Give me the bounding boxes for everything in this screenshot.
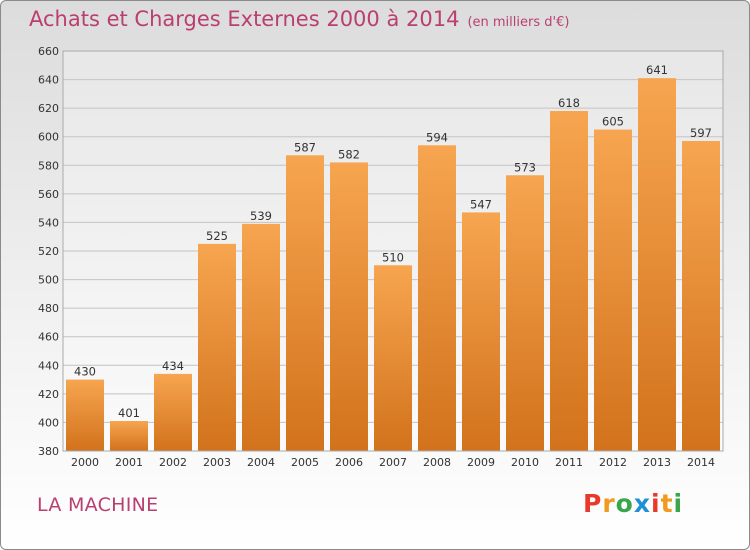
bar-2009 bbox=[462, 212, 500, 451]
y-tick-label: 660 bbox=[38, 45, 59, 58]
x-tick-label: 2003 bbox=[203, 456, 231, 469]
data-label-2011: 618 bbox=[558, 96, 580, 110]
bar-2004 bbox=[242, 223, 280, 451]
bar-2003 bbox=[198, 243, 236, 451]
bar-2010 bbox=[506, 175, 544, 452]
x-tick-label: 2007 bbox=[379, 456, 407, 469]
y-tick-label: 480 bbox=[38, 302, 59, 315]
y-axis-ticks: 380 400 420 440 460 480 500 520 540 560 580 600 620 6… bbox=[38, 45, 59, 458]
data-label-2001: 401 bbox=[118, 406, 140, 420]
bar-2005 bbox=[286, 155, 324, 452]
bar-2013 bbox=[638, 78, 676, 452]
x-tick-label: 2002 bbox=[159, 456, 187, 469]
x-tick-label: 2014 bbox=[687, 456, 715, 469]
bar-2011 bbox=[550, 111, 588, 451]
bar-2006 bbox=[330, 162, 368, 451]
x-tick-label: 2001 bbox=[115, 456, 143, 469]
y-tick-label: 580 bbox=[38, 159, 59, 172]
data-label-2010: 573 bbox=[514, 160, 536, 174]
data-label-2002: 434 bbox=[162, 359, 184, 373]
y-tick-label: 540 bbox=[38, 216, 59, 229]
x-axis-ticks: 2000 2001 2002 2003 2004 2005 2006 2007 2008 2009… bbox=[71, 456, 715, 469]
x-tick-label: 2011 bbox=[555, 456, 583, 469]
data-label-2004: 539 bbox=[250, 209, 272, 223]
y-tick-label: 620 bbox=[38, 102, 59, 115]
y-tick-label: 500 bbox=[38, 274, 59, 287]
chart-title: Achats et Charges Externes 2000 à 2014 (e… bbox=[29, 7, 569, 31]
y-tick-label: 400 bbox=[38, 416, 59, 429]
y-tick-label: 600 bbox=[38, 131, 59, 144]
y-tick-label: 640 bbox=[38, 74, 59, 87]
x-tick-label: 2010 bbox=[511, 456, 539, 469]
bar-2014 bbox=[682, 141, 720, 451]
data-label-2009: 547 bbox=[470, 197, 492, 211]
logo-letter: i bbox=[673, 489, 684, 518]
bar-2007 bbox=[374, 265, 412, 451]
logo-letter: x bbox=[633, 489, 651, 518]
chart-title-text: Achats et Charges Externes 2000 à 2014 bbox=[29, 7, 460, 31]
logo-letter: r bbox=[602, 489, 616, 518]
y-tick-label: 560 bbox=[38, 188, 59, 201]
logo-letter: t bbox=[660, 489, 674, 518]
data-label-2014: 597 bbox=[690, 126, 712, 140]
bars bbox=[66, 78, 720, 452]
proxiti-logo[interactable]: Proxiti bbox=[583, 489, 683, 518]
data-label-2008: 594 bbox=[426, 130, 448, 144]
x-tick-label: 2009 bbox=[467, 456, 495, 469]
x-tick-label: 2004 bbox=[247, 456, 275, 469]
x-tick-label: 2013 bbox=[643, 456, 671, 469]
data-label-2006: 582 bbox=[338, 147, 360, 161]
x-tick-label: 2012 bbox=[599, 456, 627, 469]
y-tick-label: 440 bbox=[38, 359, 59, 372]
y-tick-label: 460 bbox=[38, 331, 59, 344]
x-tick-label: 2000 bbox=[71, 456, 99, 469]
logo-letter: P bbox=[583, 489, 603, 518]
logo-letter: o bbox=[615, 489, 634, 518]
y-tick-label: 380 bbox=[38, 445, 59, 458]
data-label-2007: 510 bbox=[382, 250, 404, 264]
chart-subtitle: (en milliers d'€) bbox=[467, 15, 570, 30]
data-label-2012: 605 bbox=[602, 115, 624, 129]
x-tick-label: 2008 bbox=[423, 456, 451, 469]
bar-2000 bbox=[66, 379, 104, 451]
bar-2008 bbox=[418, 145, 456, 452]
bar-2012 bbox=[594, 129, 632, 452]
y-tick-label: 520 bbox=[38, 245, 59, 258]
data-labels: 430 401 434 525 539 587 582 510 594 547 573 618 605 6… bbox=[74, 63, 712, 420]
data-label-2000: 430 bbox=[74, 365, 96, 379]
data-label-2005: 587 bbox=[294, 140, 316, 154]
bar-2001 bbox=[110, 421, 148, 451]
x-tick-label: 2005 bbox=[291, 456, 319, 469]
data-label-2003: 525 bbox=[206, 229, 228, 243]
plot-border bbox=[62, 50, 724, 452]
y-tick-label: 420 bbox=[38, 388, 59, 401]
x-tick-label: 2006 bbox=[335, 456, 363, 469]
bar-2002 bbox=[154, 373, 192, 451]
logo-letter: i bbox=[651, 489, 661, 518]
town-name: LA MACHINE bbox=[37, 494, 159, 516]
data-label-2013: 641 bbox=[646, 63, 668, 77]
